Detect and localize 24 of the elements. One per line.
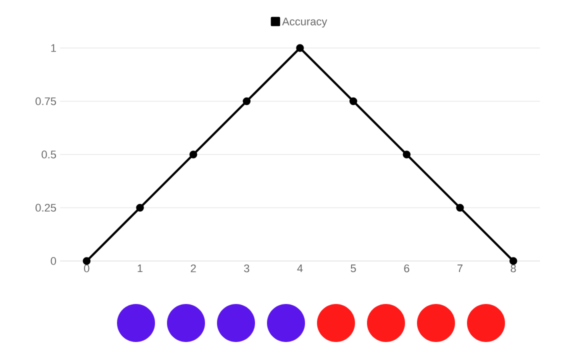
x-tick-label: 3 xyxy=(244,264,250,272)
x-tick-label: 1 xyxy=(138,264,143,272)
y-tick-label: 0.5 xyxy=(42,150,56,158)
y-tick-label: 0 xyxy=(50,257,56,265)
point xyxy=(242,97,251,106)
point xyxy=(189,150,198,158)
x-tick-label: 8 xyxy=(510,264,516,272)
x-tick-label: 5 xyxy=(350,264,356,272)
y-tick-label: 1 xyxy=(51,44,56,52)
point xyxy=(456,204,464,212)
x-tick-label: 2 xyxy=(190,264,196,272)
x-tick-label: 0 xyxy=(84,264,90,272)
point xyxy=(296,44,304,52)
legend-label: Accuracy xyxy=(282,18,328,28)
x-tick-label: 6 xyxy=(404,264,410,272)
point xyxy=(509,257,518,265)
point xyxy=(402,150,411,158)
point xyxy=(349,97,358,106)
point xyxy=(136,204,144,212)
x-tick-label: 4 xyxy=(297,264,303,272)
y-tick-label: 0.75 xyxy=(36,97,56,106)
point xyxy=(82,257,91,265)
x-tick-label: 7 xyxy=(458,264,462,272)
y-tick-label: 0.25 xyxy=(36,204,56,212)
